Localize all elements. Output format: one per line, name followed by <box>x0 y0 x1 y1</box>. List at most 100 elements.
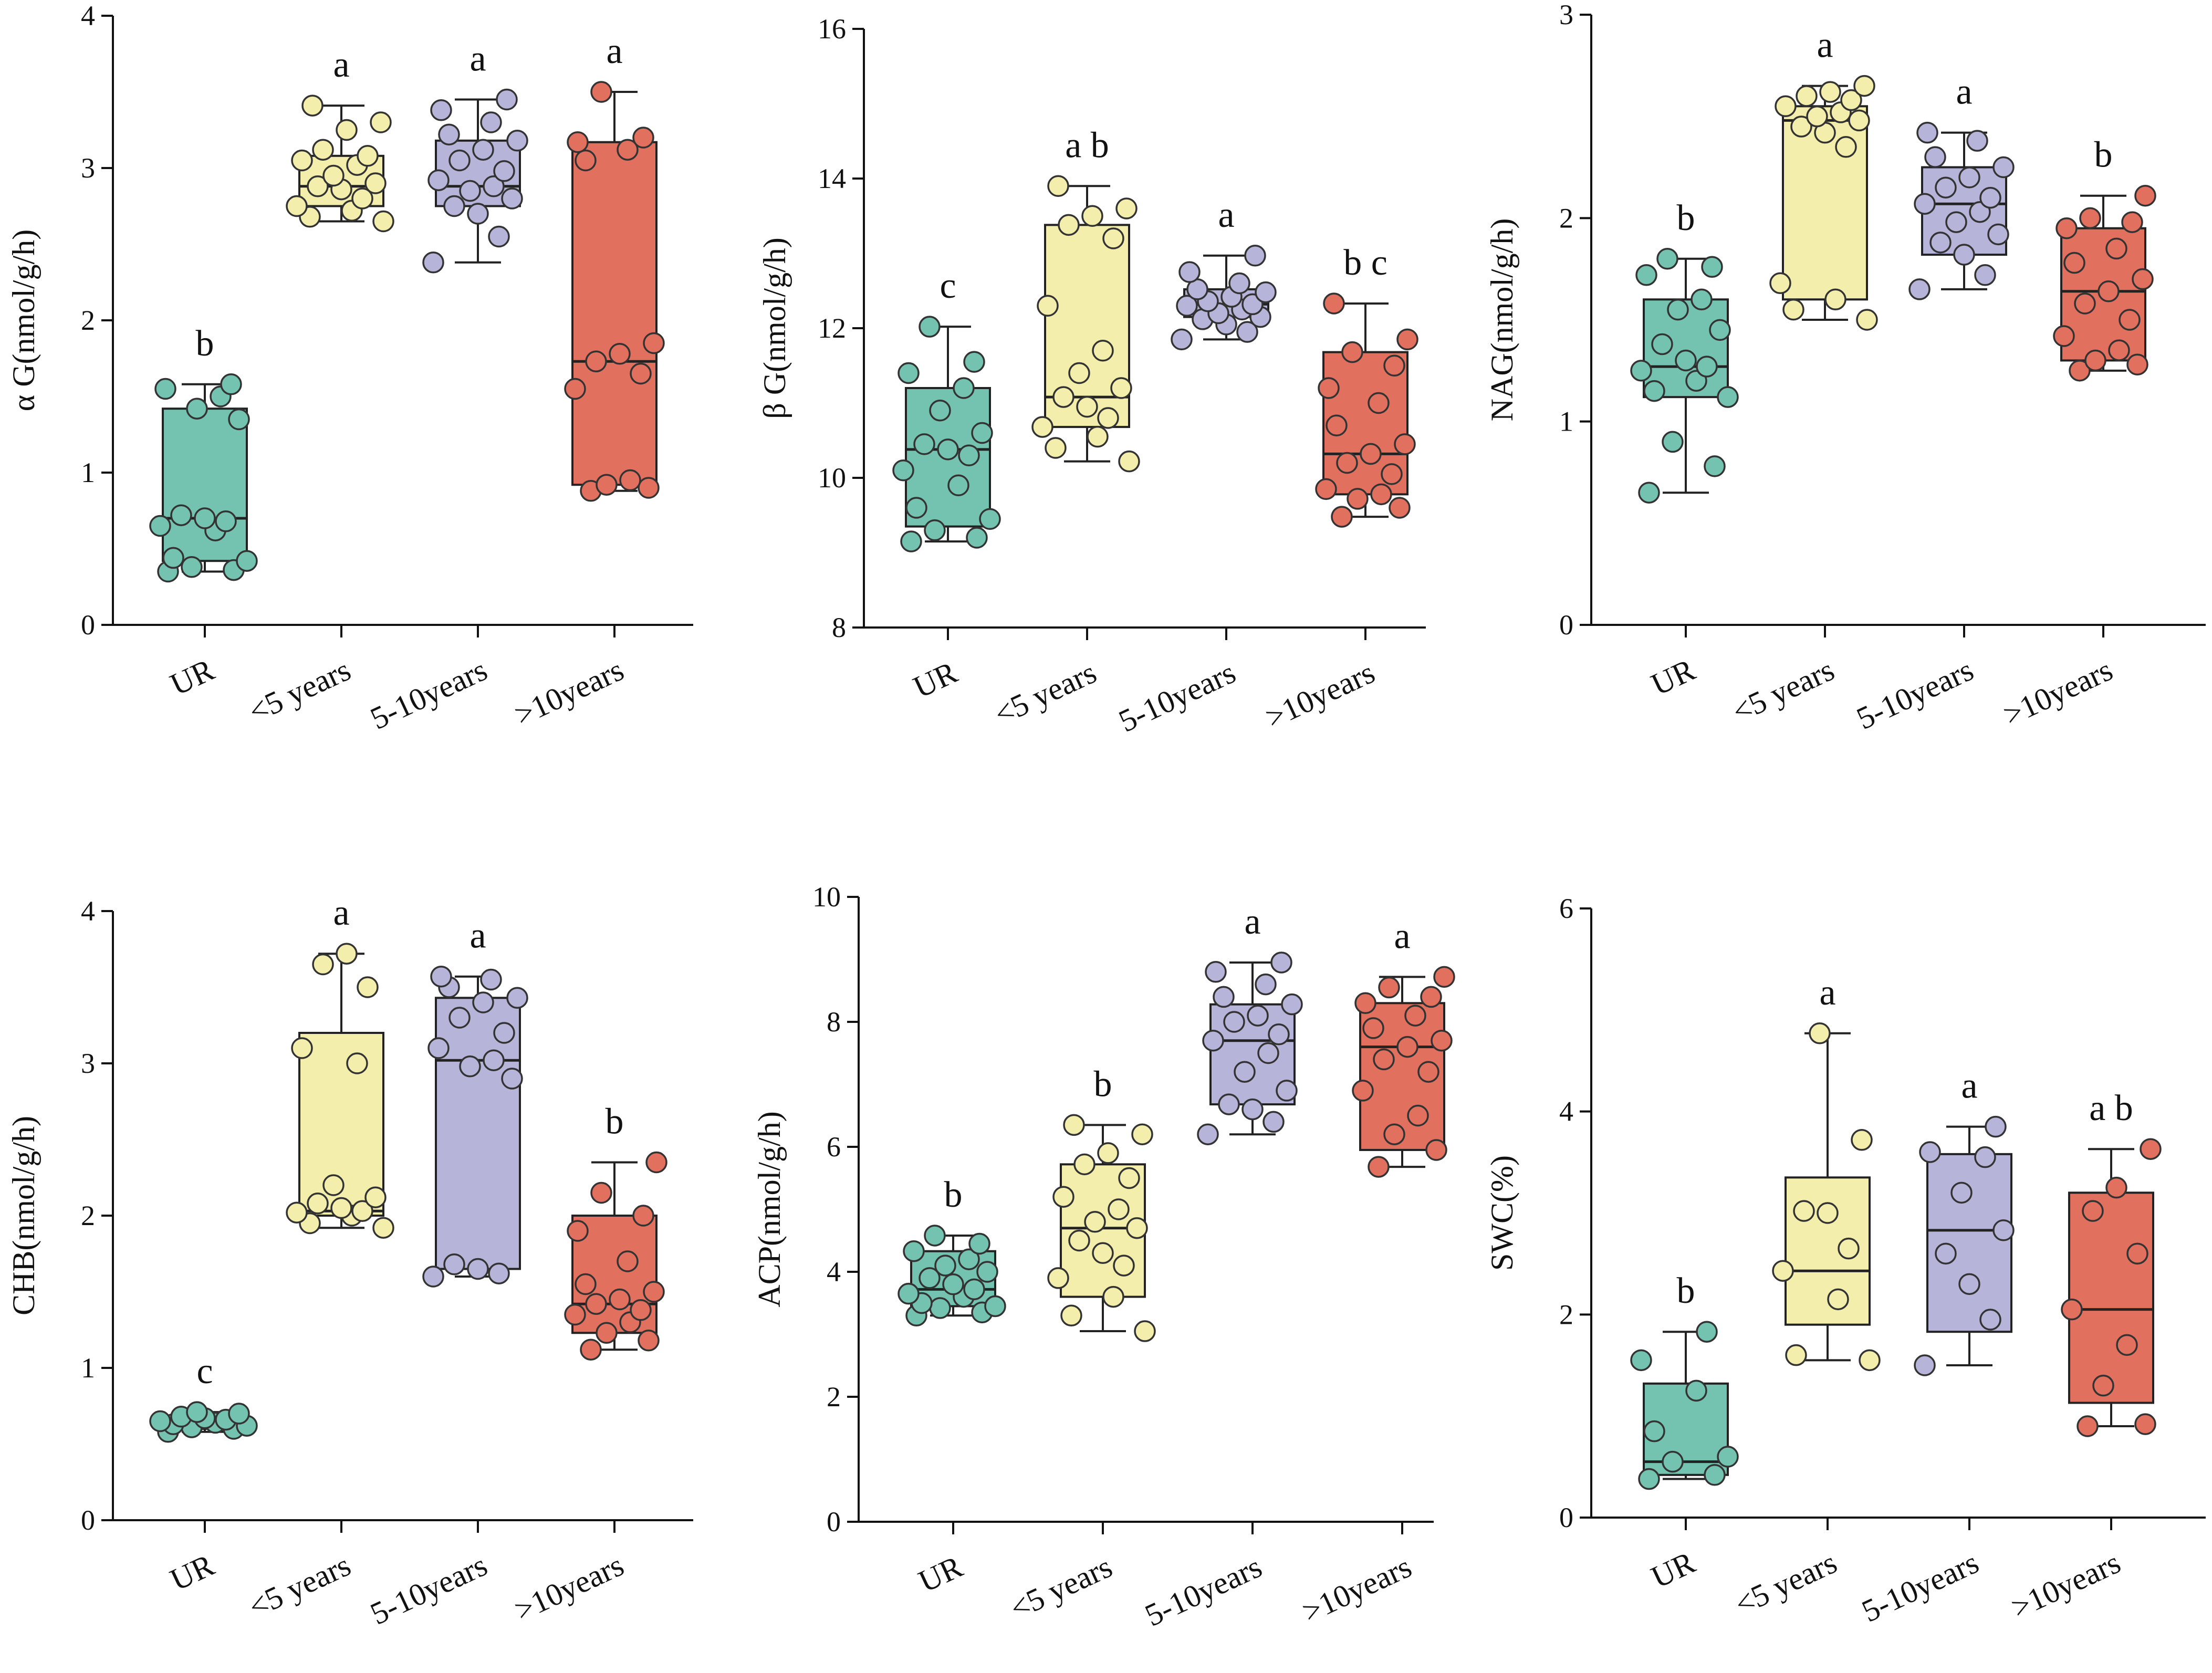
data-point-5-10years <box>1218 1093 1240 1115</box>
data-point-5-10years <box>443 195 465 217</box>
data-point-ur <box>1643 380 1665 402</box>
data-point-gt10years <box>596 474 618 496</box>
data-point-5-10years <box>496 88 518 111</box>
y-axis-label: ACP(nmol/g/h) <box>752 1111 787 1307</box>
data-point-ur <box>1685 1379 1707 1402</box>
data-point-lt5-years <box>1113 1254 1135 1277</box>
data-point-gt10years <box>1394 433 1416 455</box>
y-tick-label: 0 <box>827 1506 841 1538</box>
data-point-ur <box>228 408 250 431</box>
data-point-lt5-years <box>1087 425 1109 448</box>
data-point-5-10years <box>438 123 460 145</box>
data-point-lt5-years <box>307 1193 329 1215</box>
y-tick-label: 12 <box>818 312 846 344</box>
data-point-5-10years <box>1255 973 1277 996</box>
data-point-ur <box>976 1261 998 1283</box>
data-point-lt5-years <box>286 1201 308 1224</box>
data-point-ur <box>215 510 237 532</box>
data-point-ur <box>898 1282 920 1305</box>
data-point-gt10years <box>567 1220 589 1242</box>
y-axis-label: α G(nmol/g/h) <box>6 229 41 411</box>
data-point-5-10years <box>1974 1146 1996 1168</box>
x-tick-label-lt5-years: <5 years <box>243 1547 356 1625</box>
significance-letter-lt5-years: a <box>1817 25 1833 66</box>
x-tick-label-ur: UR <box>913 1549 967 1599</box>
x-tick-label-ur: UR <box>165 652 219 702</box>
data-point-lt5-years <box>312 953 334 976</box>
data-point-gt10years <box>2082 1200 2104 1222</box>
significance-letter-gt10years: b c <box>1343 243 1387 283</box>
data-point-lt5-years <box>1806 105 1828 128</box>
data-point-ur <box>236 550 258 572</box>
data-point-ur <box>947 474 969 496</box>
data-point-gt10years <box>2056 217 2078 239</box>
data-point-lt5-years <box>1102 1285 1124 1308</box>
data-point-ur <box>1704 455 1726 477</box>
x-tick-label-gt10years: >10years <box>509 652 629 733</box>
data-point-gt10years <box>2098 280 2120 302</box>
data-point-ur <box>1696 355 1718 378</box>
data-point-5-10years <box>427 1037 450 1059</box>
data-point-gt10years <box>630 1299 652 1321</box>
data-point-ur <box>1667 298 1689 321</box>
chart-panel-c: 0 1 2 3 NAG(nmol/g/h) UR b <5 years a 5-10years a >… <box>1485 0 2206 736</box>
data-point-ur <box>1709 319 1731 341</box>
data-point-lt5-years <box>1769 272 1791 295</box>
data-point-5-10years <box>1914 1354 1936 1376</box>
significance-letter-5-10years: a <box>469 916 486 956</box>
data-point-lt5-years <box>1045 437 1067 459</box>
data-point-lt5-years <box>1126 1217 1148 1239</box>
data-point-gt10years <box>1383 354 1405 377</box>
data-point-gt10years <box>590 81 612 103</box>
data-point-5-10years <box>459 180 481 202</box>
data-point-gt10years <box>2092 1374 2114 1397</box>
significance-letter-ur: c <box>196 1351 213 1392</box>
y-tick-label: 0 <box>81 609 95 641</box>
y-tick-label: 6 <box>1559 893 1573 924</box>
data-point-5-10years <box>1924 146 1946 168</box>
data-point-gt10years <box>632 127 654 149</box>
y-tick-label: 4 <box>827 1256 841 1288</box>
data-point-5-10years <box>1281 993 1303 1016</box>
data-point-gt10years <box>1347 488 1369 510</box>
data-point-ur <box>963 1278 985 1301</box>
data-point-ur <box>1638 482 1660 504</box>
y-tick-label: 2 <box>81 1200 95 1231</box>
data-point-ur <box>1675 349 1697 372</box>
data-point-lt5-years <box>351 1200 373 1222</box>
data-point-ur <box>149 1410 171 1432</box>
data-point-gt10years <box>2105 237 2127 260</box>
data-point-gt10years <box>638 1330 660 1352</box>
data-point-gt10years <box>2053 325 2075 347</box>
data-point-lt5-years <box>364 172 387 194</box>
y-axis-label: SWC(%) <box>1485 1155 1519 1271</box>
data-point-ur <box>934 1254 956 1277</box>
data-point-5-10years <box>1974 264 1996 286</box>
data-point-5-10years <box>1202 1029 1224 1052</box>
data-point-gt10years <box>619 469 641 492</box>
x-tick-label-lt5-years: <5 years <box>1005 1549 1117 1626</box>
data-point-5-10years <box>1992 156 2015 179</box>
data-point-lt5-years <box>370 111 392 133</box>
data-point-5-10years <box>1213 986 1235 1008</box>
data-point-5-10years <box>1171 328 1193 351</box>
data-point-gt10years <box>643 1281 665 1303</box>
significance-letter-lt5-years: a <box>1819 973 1835 1013</box>
data-point-lt5-years <box>1108 1198 1130 1220</box>
y-tick-label: 1 <box>1559 406 1573 437</box>
data-point-5-10years <box>1176 295 1198 317</box>
data-point-5-10years <box>472 139 494 161</box>
data-point-ur <box>1635 264 1657 286</box>
y-axis-label: CHB(nmol/g/h) <box>6 1116 41 1315</box>
data-point-ur <box>1638 1468 1660 1490</box>
data-point-gt10years <box>2079 207 2101 229</box>
data-point-5-10years <box>422 1266 444 1288</box>
data-point-gt10years <box>609 343 631 365</box>
data-point-lt5-years <box>1793 1200 1815 1222</box>
y-tick-label: 2 <box>81 305 95 336</box>
data-point-gt10years <box>1389 497 1411 519</box>
data-point-lt5-years <box>301 95 324 117</box>
data-point-gt10years <box>643 332 665 354</box>
data-point-5-10years <box>1228 272 1250 295</box>
data-point-gt10years <box>575 149 597 172</box>
